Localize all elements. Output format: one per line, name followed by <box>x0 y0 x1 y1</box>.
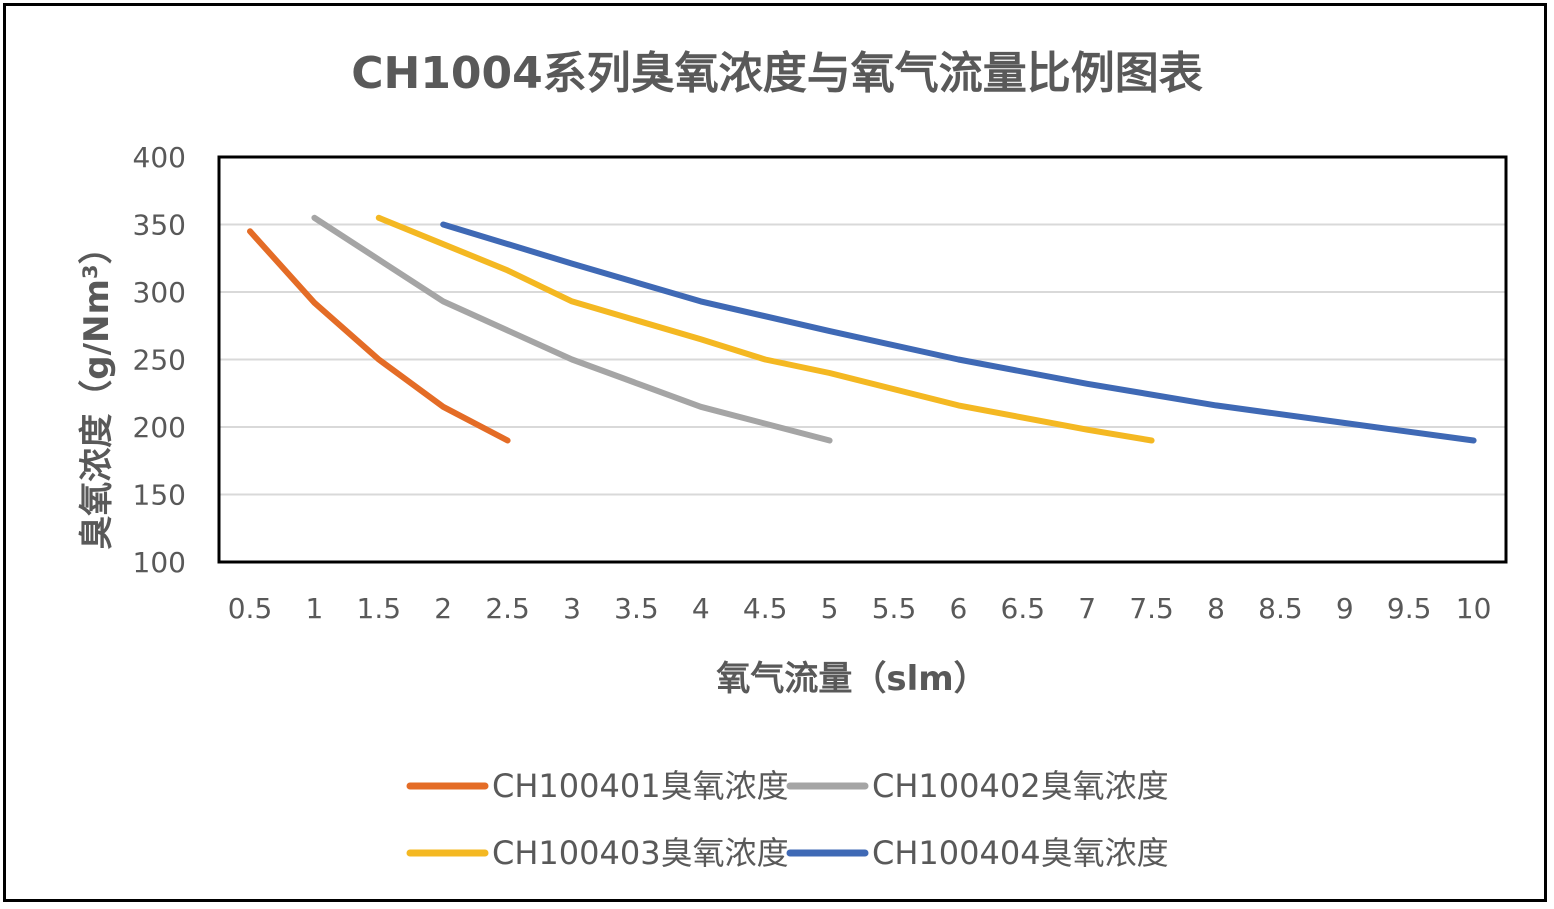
y-tick-label: 350 <box>133 209 186 242</box>
x-tick-label: 4 <box>692 592 710 625</box>
x-tick-label: 10 <box>1456 592 1492 625</box>
chart-frame <box>3 3 1547 902</box>
y-tick-label: 200 <box>133 411 186 444</box>
x-tick-label: 6.5 <box>1001 592 1046 625</box>
x-tick-label: 2 <box>434 592 452 625</box>
legend-item: CH100402臭氧浓度 <box>786 767 1169 805</box>
y-tick-label: 100 <box>133 546 186 579</box>
x-tick-label: 3 <box>563 592 581 625</box>
x-tick-label: 9.5 <box>1387 592 1432 625</box>
x-tick-label: 9 <box>1336 592 1354 625</box>
x-tick-label: 3.5 <box>614 592 659 625</box>
legend-label: CH100402臭氧浓度 <box>872 767 1169 805</box>
series-line-4 <box>440 221 1477 444</box>
y-tick-label: 150 <box>133 479 186 512</box>
x-tick-label: 1.5 <box>357 592 402 625</box>
x-tick-label: 5 <box>821 592 839 625</box>
x-tick-label: 1 <box>305 592 323 625</box>
legend: CH100401臭氧浓度 CH100402臭氧浓度 CH100403臭氧浓度 CH10… <box>406 767 1169 872</box>
legend-item: CH100404臭氧浓度 <box>786 834 1169 872</box>
x-axis-ticks: 0.5 1 1.5 2 2.5 3 3.5 4 4.5 5 5.5 6 6.5 7 7.5 8 8.5 9 9.5 1… <box>228 592 1492 625</box>
legend-item: CH100401臭氧浓度 <box>406 767 789 805</box>
plot-area-border <box>217 155 1508 564</box>
x-tick-label: 5.5 <box>872 592 917 625</box>
x-tick-label: 6 <box>949 592 967 625</box>
x-tick-label: 0.5 <box>228 592 273 625</box>
legend-item: CH100403臭氧浓度 <box>406 834 789 872</box>
legend-label: CH100404臭氧浓度 <box>872 834 1169 872</box>
x-tick-label: 7.5 <box>1129 592 1174 625</box>
series-lines <box>247 214 1477 444</box>
series-line-3 <box>375 214 1155 444</box>
x-tick-label: 4.5 <box>743 592 788 625</box>
legend-label: CH100401臭氧浓度 <box>492 767 789 805</box>
x-tick-label: 8.5 <box>1258 592 1303 625</box>
y-axis-ticks: 100 150 200 250 300 350 400 <box>133 141 186 579</box>
gridlines <box>219 223 1506 496</box>
x-tick-label: 7 <box>1078 592 1096 625</box>
x-tick-label: 8 <box>1207 592 1225 625</box>
series-line-2 <box>311 214 833 444</box>
y-tick-label: 300 <box>133 276 186 309</box>
y-tick-label: 400 <box>133 141 186 174</box>
legend-label: CH100403臭氧浓度 <box>492 834 789 872</box>
x-tick-label: 2.5 <box>485 592 530 625</box>
series-line-1 <box>247 228 511 444</box>
x-axis-title: 氧气流量（slm） <box>716 659 987 699</box>
y-axis-title: 臭氧浓度（g/Nm³） <box>77 230 117 550</box>
y-tick-label: 250 <box>133 344 186 377</box>
chart-title: CH1004系列臭氧浓度与氧气流量比例图表 <box>351 48 1203 99</box>
